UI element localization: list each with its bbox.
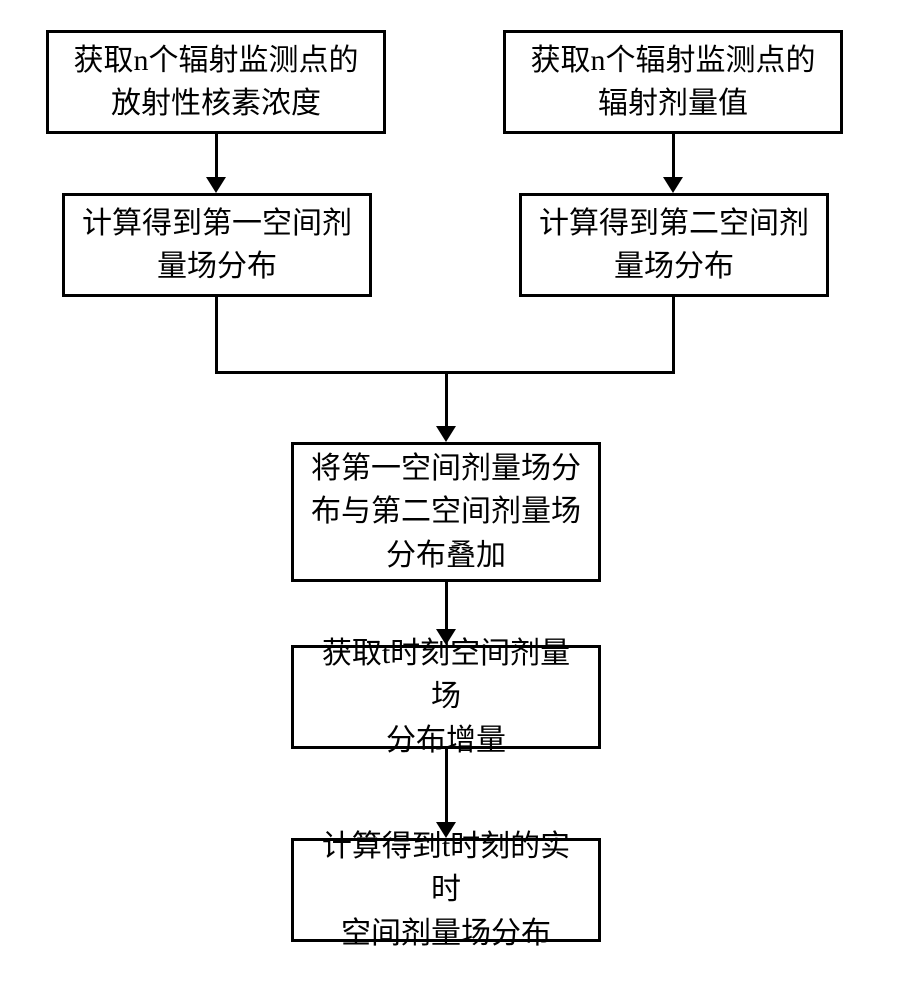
node-label: 计算得到第二空间剂量场分布 [539, 202, 809, 289]
node-acquire-radiation-dose: 获取n个辐射监测点的辐射剂量值 [503, 30, 843, 134]
node-label: 获取n个辐射监测点的辐射剂量值 [531, 39, 816, 126]
edge-n5-n6-line [445, 582, 448, 629]
node-second-dose-field: 计算得到第二空间剂量场分布 [519, 193, 829, 297]
node-realtime-dose-field: 计算得到t时刻的实时空间剂量场分布 [291, 838, 601, 942]
edge-n3-merge-h [215, 371, 448, 374]
node-acquire-nuclide-concentration: 获取n个辐射监测点的放射性核素浓度 [46, 30, 386, 134]
node-label: 获取n个辐射监测点的放射性核素浓度 [74, 39, 359, 126]
edge-n6-n7-head [436, 822, 456, 838]
edge-n4-merge-v [672, 297, 675, 374]
edge-n3-merge-v [215, 297, 218, 374]
node-dose-field-increment: 获取t时刻空间剂量场分布增量 [291, 645, 601, 749]
node-label: 计算得到t时刻的实时空间剂量场分布 [308, 825, 584, 956]
edge-merge-n5-head [436, 426, 456, 442]
node-first-dose-field: 计算得到第一空间剂量场分布 [62, 193, 372, 297]
edge-n4-merge-h [445, 371, 675, 374]
edge-n1-n3-line [215, 134, 218, 177]
node-label: 将第一空间剂量场分布与第二空间剂量场分布叠加 [311, 447, 581, 578]
node-label: 计算得到第一空间剂量场分布 [82, 202, 352, 289]
edge-merge-n5-line [445, 371, 448, 426]
edge-n1-n3-head [206, 177, 226, 193]
flowchart-container: 获取n个辐射监测点的放射性核素浓度 获取n个辐射监测点的辐射剂量值 计算得到第一… [0, 0, 910, 1000]
edge-n2-n4-line [672, 134, 675, 177]
node-superimpose-fields: 将第一空间剂量场分布与第二空间剂量场分布叠加 [291, 442, 601, 582]
edge-n6-n7-line [445, 749, 448, 822]
edge-n5-n6-head [436, 629, 456, 645]
node-label: 获取t时刻空间剂量场分布增量 [308, 632, 584, 763]
edge-n2-n4-head [663, 177, 683, 193]
